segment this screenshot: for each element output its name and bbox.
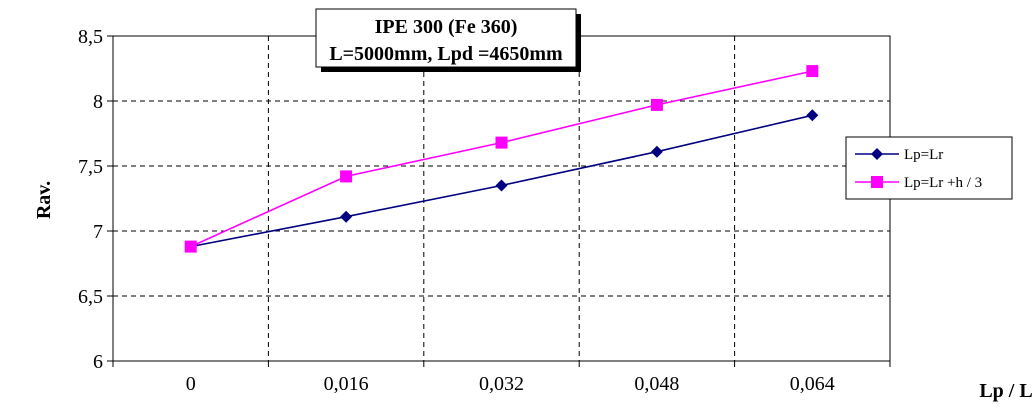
data-point-square <box>806 65 819 78</box>
x-tick-label: 0,048 <box>634 373 679 395</box>
x-tick-label: 0,032 <box>479 373 524 395</box>
data-point-square <box>495 136 508 149</box>
data-point-square <box>650 98 663 111</box>
y-tick-label: 6 <box>93 351 103 373</box>
y-tick-label: 6,5 <box>78 286 103 308</box>
x-axis-title: Lp / L <box>979 380 1032 402</box>
legend: Lp=Lr Lp=Lr +h / 3 <box>845 136 1013 200</box>
legend-marker-diamond <box>871 148 883 160</box>
series-group <box>184 65 819 253</box>
data-point-square <box>340 170 353 183</box>
data-point-diamond <box>650 145 663 158</box>
legend-marker-square <box>871 176 883 188</box>
legend-label-series-1: Lp=Lr <box>904 147 943 163</box>
y-tick-label: 8,5 <box>78 26 103 48</box>
x-axis-ticks: 0 0,016 0,032 0,048 0,064 <box>112 361 891 395</box>
chart-title-box: IPE 300 (Fe 360) L=5000mm, Lpd =4650mm <box>315 8 581 72</box>
x-tick-label: 0 <box>186 373 196 395</box>
y-tick-label: 7,5 <box>78 156 103 178</box>
x-tick-label: 0,016 <box>324 373 369 395</box>
legend-label-series-2: Lp=Lr +h / 3 <box>904 175 982 191</box>
x-tick-label: 0,064 <box>790 373 835 395</box>
data-point-diamond <box>495 179 508 192</box>
chart-title-line-1: IPE 300 (Fe 360) <box>375 16 518 38</box>
y-axis-ticks: 6 6,5 7 7,5 8 8,5 <box>78 26 113 373</box>
plot-area <box>112 35 891 362</box>
y-tick-label: 8 <box>93 91 103 113</box>
y-axis-title: Rav. <box>33 181 55 219</box>
y-tick-label: 7 <box>93 221 103 243</box>
axes <box>112 36 890 362</box>
data-point-square <box>184 240 197 253</box>
data-point-diamond <box>806 109 819 122</box>
gridlines <box>113 36 890 361</box>
data-point-diamond <box>340 210 353 223</box>
chart-title-line-2: L=5000mm, Lpd =4650mm <box>329 43 563 65</box>
